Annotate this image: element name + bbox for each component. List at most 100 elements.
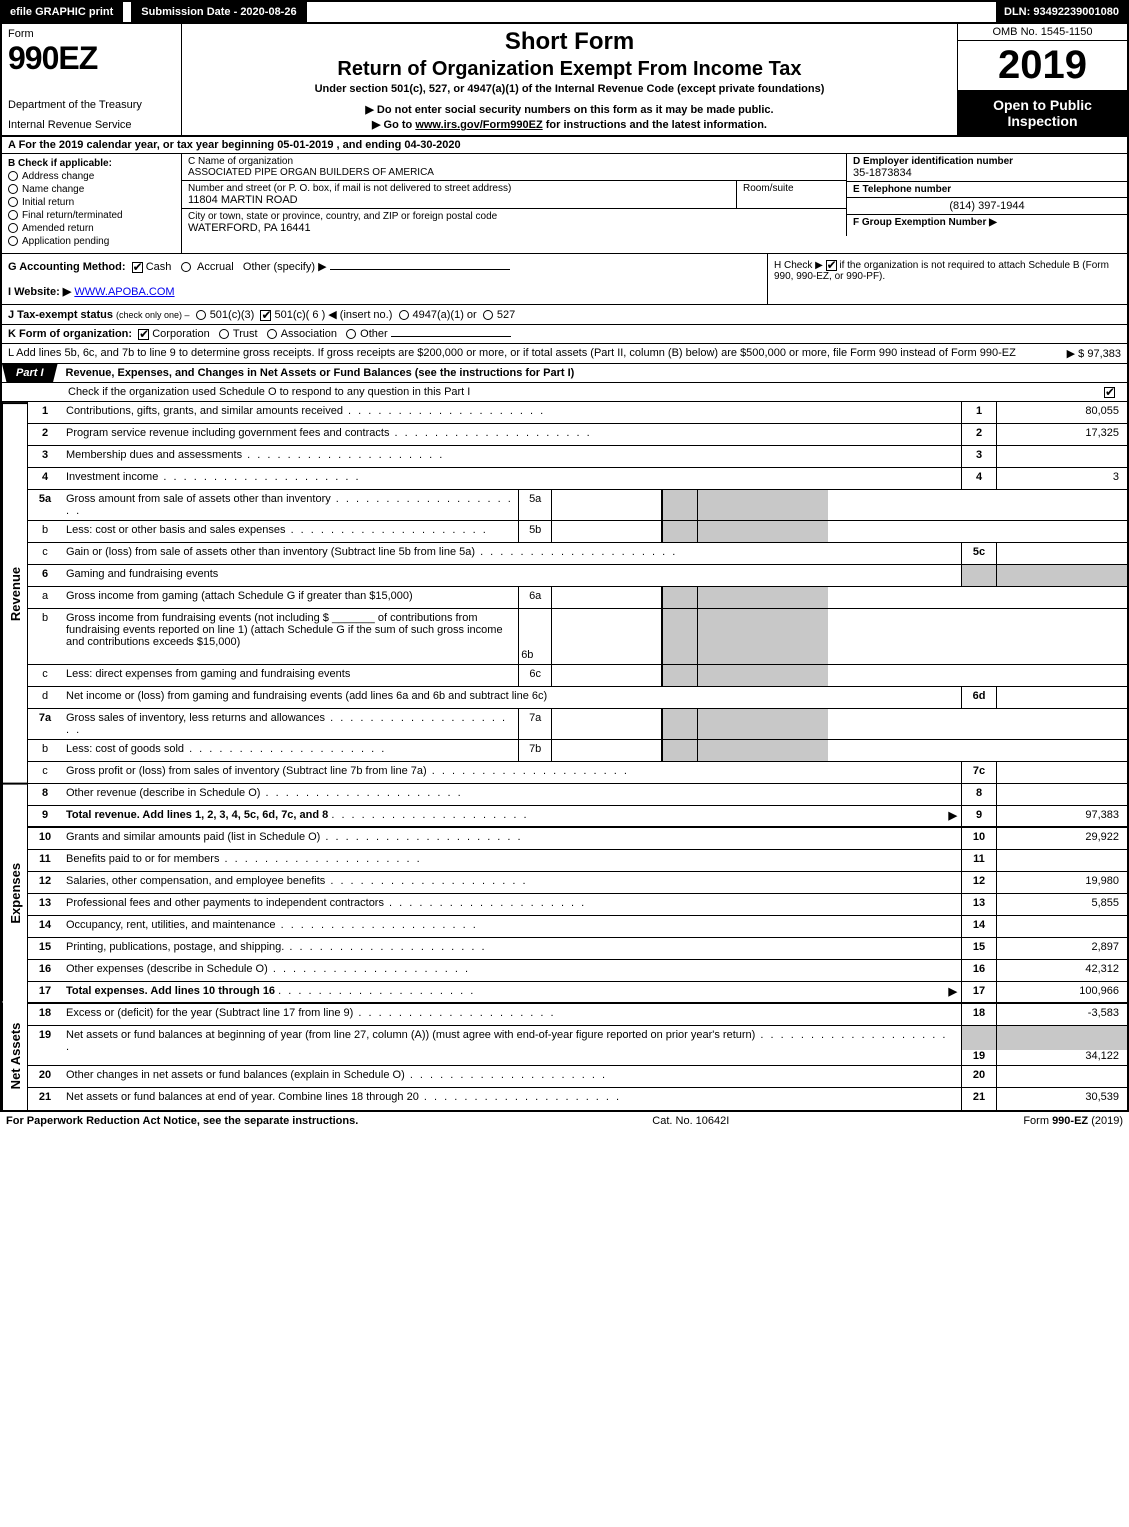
line-11: 11 Benefits paid to or for members 11 bbox=[28, 850, 1127, 872]
k-assoc-radio[interactable] bbox=[267, 329, 277, 339]
section-b: B Check if applicable: Address change Na… bbox=[2, 154, 182, 253]
line-6: 6 Gaming and fundraising events bbox=[28, 565, 1127, 587]
c-city-label: City or town, state or province, country… bbox=[188, 211, 840, 222]
form-footer: For Paperwork Reduction Act Notice, see … bbox=[0, 1112, 1129, 1130]
d-label: D Employer identification number bbox=[853, 156, 1121, 167]
row-k: K Form of organization: Corporation Trus… bbox=[0, 325, 1129, 344]
line-10: 10 Grants and similar amounts paid (list… bbox=[28, 828, 1127, 850]
ssn-notice: ▶ Do not enter social security numbers o… bbox=[190, 103, 949, 116]
header-mid: Short Form Return of Organization Exempt… bbox=[182, 24, 957, 135]
line-20: 20 Other changes in net assets or fund b… bbox=[28, 1066, 1127, 1088]
goto-pre: ▶ Go to bbox=[372, 119, 415, 131]
org-city: WATERFORD, PA 16441 bbox=[188, 222, 840, 234]
line-12: 12 Salaries, other compensation, and emp… bbox=[28, 872, 1127, 894]
line-7b: b Less: cost of goods sold 7b bbox=[28, 740, 1127, 762]
dept-treasury: Department of the Treasury bbox=[8, 99, 175, 111]
c-name-label: C Name of organization bbox=[188, 156, 840, 167]
e-label: E Telephone number bbox=[853, 184, 1121, 195]
line-6a: a Gross income from gaming (attach Sched… bbox=[28, 587, 1127, 609]
side-label-revenue: Revenue bbox=[2, 402, 28, 783]
line-a: A For the 2019 calendar year, or tax yea… bbox=[0, 137, 1129, 154]
g-cash: Cash bbox=[146, 261, 172, 273]
line-2: 2 Program service revenue including gove… bbox=[28, 424, 1127, 446]
line-7a: 7a Gross sales of inventory, less return… bbox=[28, 709, 1127, 740]
i-label: I Website: ▶ bbox=[8, 286, 71, 298]
h-text1: H Check ▶ bbox=[774, 260, 826, 271]
opt-application-pending[interactable]: Application pending bbox=[8, 236, 175, 247]
info-grid: B Check if applicable: Address change Na… bbox=[0, 154, 1129, 254]
footer-right: Form 990-EZ (2019) bbox=[1023, 1115, 1123, 1127]
j-527-radio[interactable] bbox=[483, 310, 493, 320]
k-trust-radio[interactable] bbox=[219, 329, 229, 339]
form-code: 990EZ bbox=[8, 40, 175, 77]
line-5c: c Gain or (loss) from sale of assets oth… bbox=[28, 543, 1127, 565]
l-amount: ▶ $ 97,383 bbox=[1067, 347, 1121, 360]
topbar: efile GRAPHIC print Submission Date - 20… bbox=[0, 0, 1129, 22]
header-left: Form 990EZ Department of the Treasury In… bbox=[2, 24, 182, 135]
opt-final-return[interactable]: Final return/terminated bbox=[8, 210, 175, 221]
g-cash-check[interactable] bbox=[132, 262, 143, 273]
h-checkbox[interactable] bbox=[826, 260, 837, 271]
line-19: 19 Net assets or fund balances at beginn… bbox=[28, 1026, 1127, 1066]
fin-body: 1 Contributions, gifts, grants, and simi… bbox=[28, 402, 1127, 1110]
part-1-checkbox[interactable] bbox=[1104, 387, 1115, 398]
side-label-net-assets: Net Assets bbox=[2, 1002, 28, 1110]
line-17: 17 Total expenses. Add lines 10 through … bbox=[28, 982, 1127, 1004]
g-accrual: Accrual bbox=[197, 261, 234, 273]
room-suite-label: Room/suite bbox=[737, 181, 847, 209]
phone-value: (814) 397-1944 bbox=[853, 200, 1121, 212]
goto-line: ▶ Go to www.irs.gov/Form990EZ for instru… bbox=[190, 118, 949, 131]
section-g: G Accounting Method: Cash Accrual Other … bbox=[2, 254, 767, 304]
g-other: Other (specify) ▶ bbox=[243, 261, 327, 273]
j-501c3-radio[interactable] bbox=[196, 310, 206, 320]
opt-amended-return[interactable]: Amended return bbox=[8, 223, 175, 234]
line-21: 21 Net assets or fund balances at end of… bbox=[28, 1088, 1127, 1110]
line-13: 13 Professional fees and other payments … bbox=[28, 894, 1127, 916]
goto-post: for instructions and the latest informat… bbox=[546, 119, 767, 131]
section-c: C Name of organization ASSOCIATED PIPE O… bbox=[182, 154, 847, 253]
line-18: 18 Excess or (deficit) for the year (Sub… bbox=[28, 1004, 1127, 1026]
opt-name-change[interactable]: Name change bbox=[8, 184, 175, 195]
line-8: 8 Other revenue (describe in Schedule O)… bbox=[28, 784, 1127, 806]
k-corp-check[interactable] bbox=[138, 329, 149, 340]
section-b-header: B Check if applicable: bbox=[8, 158, 175, 169]
k-other-radio[interactable] bbox=[346, 329, 356, 339]
short-form-title: Short Form bbox=[190, 28, 949, 56]
dept-irs: Internal Revenue Service bbox=[8, 119, 175, 131]
goto-link[interactable]: www.irs.gov/Form990EZ bbox=[415, 119, 542, 131]
form-header: Form 990EZ Department of the Treasury In… bbox=[0, 22, 1129, 137]
j-label: J Tax-exempt status bbox=[8, 309, 113, 321]
j-4947-radio[interactable] bbox=[399, 310, 409, 320]
org-name: ASSOCIATED PIPE ORGAN BUILDERS OF AMERIC… bbox=[188, 167, 840, 178]
line-6c: c Less: direct expenses from gaming and … bbox=[28, 665, 1127, 687]
submission-date-button[interactable]: Submission Date - 2020-08-26 bbox=[123, 2, 306, 22]
omb-number: OMB No. 1545-1150 bbox=[958, 24, 1127, 41]
line-4: 4 Investment income 4 3 bbox=[28, 468, 1127, 490]
opt-address-change[interactable]: Address change bbox=[8, 171, 175, 182]
financial-table: Revenue Expenses Net Assets 1 Contributi… bbox=[0, 402, 1129, 1112]
part-1-check-text: Check if the organization used Schedule … bbox=[8, 386, 470, 398]
part-1-check-line: Check if the organization used Schedule … bbox=[0, 383, 1129, 402]
footer-left: For Paperwork Reduction Act Notice, see … bbox=[6, 1115, 358, 1127]
side-label-expenses: Expenses bbox=[2, 783, 28, 1002]
row-j: J Tax-exempt status (check only one) – 5… bbox=[0, 305, 1129, 325]
efile-button[interactable]: efile GRAPHIC print bbox=[2, 2, 123, 22]
g-accrual-radio[interactable] bbox=[181, 262, 191, 272]
ein-value: 35-1873834 bbox=[853, 167, 1121, 179]
line-16: 16 Other expenses (describe in Schedule … bbox=[28, 960, 1127, 982]
topbar-left: efile GRAPHIC print Submission Date - 20… bbox=[2, 2, 307, 22]
j-sub: (check only one) – bbox=[116, 310, 190, 320]
l-text: L Add lines 5b, 6c, and 7b to line 9 to … bbox=[8, 347, 1067, 360]
part-1-header: Part I Revenue, Expenses, and Changes in… bbox=[0, 364, 1129, 383]
j-501c-check[interactable] bbox=[260, 310, 271, 321]
line-5b: b Less: cost or other basis and sales ex… bbox=[28, 521, 1127, 543]
part-1-tab: Part I bbox=[2, 364, 58, 382]
website-link[interactable]: WWW.APOBA.COM bbox=[74, 286, 174, 298]
line-5a: 5a Gross amount from sale of assets othe… bbox=[28, 490, 1127, 521]
under-section: Under section 501(c), 527, or 4947(a)(1)… bbox=[190, 83, 949, 95]
line-1: 1 Contributions, gifts, grants, and simi… bbox=[28, 402, 1127, 424]
footer-cat: Cat. No. 10642I bbox=[652, 1115, 729, 1127]
line-6d: d Net income or (loss) from gaming and f… bbox=[28, 687, 1127, 709]
opt-initial-return[interactable]: Initial return bbox=[8, 197, 175, 208]
dln-label: DLN: 93492239001080 bbox=[996, 2, 1127, 22]
